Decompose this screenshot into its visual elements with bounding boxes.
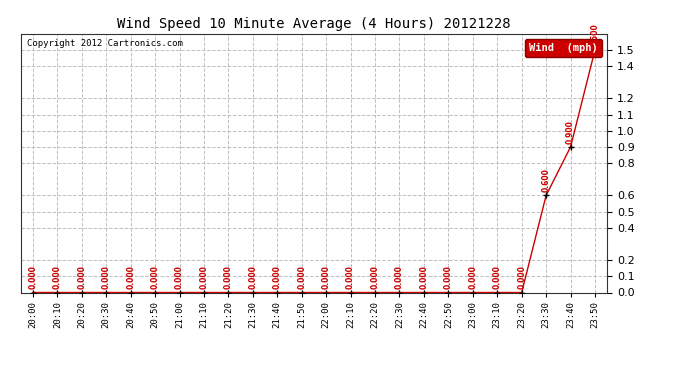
Text: 0.000: 0.000	[224, 266, 233, 289]
Text: 0.000: 0.000	[518, 266, 526, 289]
Text: 0.000: 0.000	[126, 266, 135, 289]
Text: 0.000: 0.000	[322, 266, 331, 289]
Text: 0.000: 0.000	[101, 266, 110, 289]
Text: 0.000: 0.000	[493, 266, 502, 289]
Text: 0.000: 0.000	[444, 266, 453, 289]
Text: 0.000: 0.000	[28, 266, 37, 289]
Text: 0.600: 0.600	[542, 168, 551, 192]
Text: 0.000: 0.000	[273, 266, 282, 289]
Text: 0.000: 0.000	[469, 266, 477, 289]
Text: 0.000: 0.000	[150, 266, 159, 289]
Text: 0.000: 0.000	[77, 266, 86, 289]
Text: Copyright 2012 Cartronics.com: Copyright 2012 Cartronics.com	[26, 39, 182, 48]
Text: 0.000: 0.000	[175, 266, 184, 289]
Text: 0.000: 0.000	[199, 266, 208, 289]
Text: 0.000: 0.000	[346, 266, 355, 289]
Legend: Wind  (mph): Wind (mph)	[525, 39, 602, 57]
Text: 1.500: 1.500	[591, 23, 600, 47]
Text: 0.000: 0.000	[371, 266, 380, 289]
Text: 0.900: 0.900	[566, 120, 575, 144]
Text: 0.000: 0.000	[297, 266, 306, 289]
Text: 0.000: 0.000	[420, 266, 428, 289]
Title: Wind Speed 10 Minute Average (4 Hours) 20121228: Wind Speed 10 Minute Average (4 Hours) 2…	[117, 17, 511, 31]
Text: 0.000: 0.000	[248, 266, 257, 289]
Text: 0.000: 0.000	[53, 266, 62, 289]
Text: 0.000: 0.000	[395, 266, 404, 289]
